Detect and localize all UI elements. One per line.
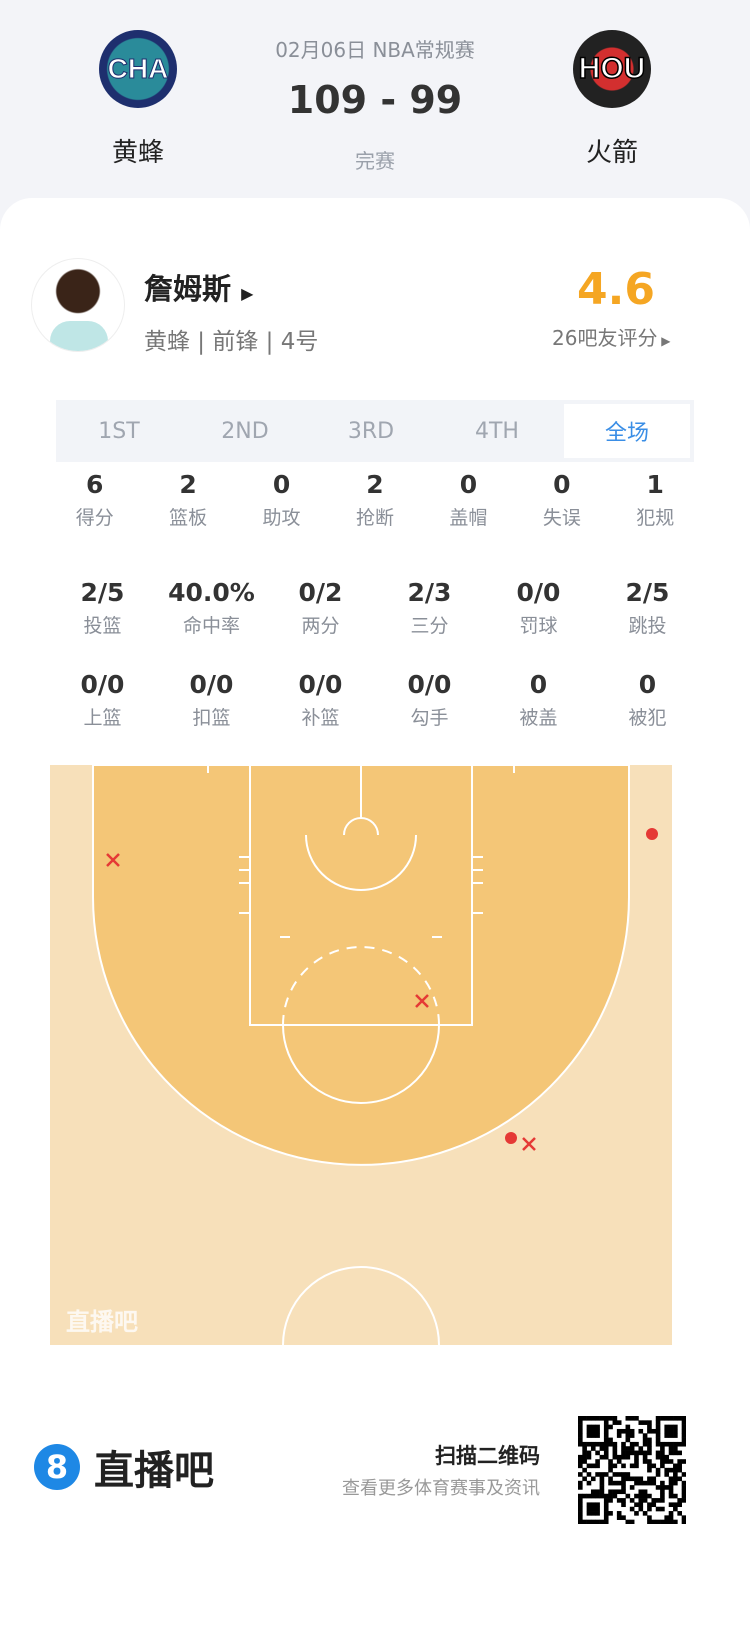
stat-cell: 0/0 上篮 — [48, 670, 157, 730]
qr-code — [578, 1416, 686, 1524]
stat-cell: 0/0 勾手 — [375, 670, 484, 730]
hou-team-logo[interactable]: HOU — [573, 30, 651, 108]
stat-cell: 40.0% 命中率 — [157, 578, 266, 638]
player-name-link[interactable]: 詹姆斯 ▶ — [144, 266, 253, 308]
stat-value: 0 — [529, 670, 548, 699]
stat-cell: 0/0 扣篮 — [157, 670, 266, 730]
stat-value: 0/0 — [80, 670, 125, 699]
shot-made — [505, 1132, 517, 1144]
away-abbr: HOU — [578, 51, 646, 86]
stat-label: 被盖 — [519, 707, 558, 729]
scan-qr-sub: 查看更多体育赛事及资讯 — [342, 1478, 540, 1499]
stats-row: 0/0 上篮 0/0 扣篮 0/0 补篮 0/0 勾手 0 被盖 0 被犯 — [48, 670, 702, 730]
shot-chart: 直播吧 — [50, 765, 672, 1345]
stat-value: 2/3 — [407, 578, 452, 607]
stat-value: 0 — [553, 470, 571, 499]
tab-2nd[interactable]: 2ND — [221, 418, 269, 444]
stat-cell: 0 失误 — [515, 470, 608, 530]
stat-value: 0/0 — [298, 670, 343, 699]
scan-qr-title: 扫描二维码 — [435, 1444, 540, 1468]
stat-label: 命中率 — [182, 615, 240, 637]
stat-cell: 2/5 投篮 — [48, 578, 157, 638]
stat-label: 跳投 — [628, 615, 667, 637]
stat-cell: 0/2 两分 — [266, 578, 375, 638]
stats-row: 2/5 投篮 40.0% 命中率 0/2 两分 2/3 三分 0/0 罚球 2/5 跳投 — [48, 578, 702, 638]
stat-label: 助攻 — [262, 507, 301, 529]
stat-label: 篮板 — [169, 507, 208, 529]
brand-name: 直播吧 — [94, 1448, 214, 1494]
stat-value: 2/5 — [625, 578, 670, 607]
stat-value: 2 — [366, 470, 384, 499]
stat-label: 被犯 — [628, 707, 667, 729]
player-rating: 4.6 — [577, 264, 655, 315]
match-status: 完赛 — [355, 149, 395, 173]
home-team-name[interactable]: 黄蜂 — [111, 138, 164, 168]
stat-cell: 2 抢断 — [328, 470, 421, 530]
stat-value: 40.0% — [168, 578, 255, 607]
shot-made — [646, 828, 658, 840]
period-tabs: 1ST 2ND 3RD 4TH 全场 — [56, 400, 694, 462]
brand-8-icon: 8 — [34, 1444, 80, 1490]
stat-label: 上篮 — [83, 707, 122, 729]
caret-right-icon: ▶ — [241, 284, 254, 303]
stat-value: 0/0 — [516, 578, 561, 607]
rating-label: 26吧友评分 — [552, 326, 658, 350]
cha-team-logo[interactable]: CHA — [99, 30, 177, 108]
player-info: 黄蜂 | 前锋 | 4号 — [144, 329, 319, 355]
home-abbr: CHA — [107, 53, 169, 85]
stat-label: 盖帽 — [449, 507, 488, 529]
tab-3rd[interactable]: 3RD — [347, 418, 395, 444]
player-name: 詹姆斯 — [144, 272, 232, 306]
score: 109 - 99 — [287, 78, 463, 122]
caret-right-icon: ▶ — [657, 334, 671, 348]
stat-cell: 2/3 三分 — [375, 578, 484, 638]
rating-link[interactable]: 26吧友评分 ▶ — [552, 322, 671, 351]
stat-cell: 0 盖帽 — [422, 470, 515, 530]
stat-value: 0/0 — [407, 670, 452, 699]
three-point-area — [92, 765, 630, 1166]
player-avatar[interactable] — [31, 258, 125, 352]
match-info: 02月06日 NBA常规赛 — [275, 38, 475, 62]
stat-label: 扣篮 — [192, 707, 231, 729]
stat-value: 0/0 — [189, 670, 234, 699]
stat-value: 1 — [646, 470, 664, 499]
stat-cell: 0 被犯 — [593, 670, 702, 730]
tab-full-game[interactable]: 全场 — [564, 404, 690, 458]
stat-cell: 0 被盖 — [484, 670, 593, 730]
stat-label: 得分 — [75, 507, 114, 529]
stat-cell: 0 助攻 — [235, 470, 328, 530]
stat-value: 0 — [272, 470, 291, 499]
stat-label: 罚球 — [519, 615, 558, 637]
watermark: 直播吧 — [66, 1308, 138, 1336]
stat-label: 抢断 — [355, 507, 394, 529]
shot-missed — [106, 853, 120, 867]
tab-4th[interactable]: 4TH — [475, 418, 519, 444]
stat-value: 0 — [459, 470, 478, 499]
tab-1st[interactable]: 1ST — [98, 418, 140, 444]
stat-value: 6 — [86, 470, 104, 499]
stat-cell: 0/0 罚球 — [484, 578, 593, 638]
stat-label: 失误 — [542, 507, 581, 529]
stat-cell: 0/0 补篮 — [266, 670, 375, 730]
stat-label: 投篮 — [83, 615, 122, 637]
away-team-name[interactable]: 火箭 — [585, 138, 638, 168]
stat-cell: 6 得分 — [48, 470, 141, 530]
shot-missed — [522, 1137, 536, 1151]
stat-label: 补篮 — [301, 707, 340, 729]
shot-missed — [415, 994, 429, 1008]
stat-cell: 1 犯规 — [609, 470, 702, 530]
stat-label: 两分 — [301, 615, 340, 637]
stat-label: 勾手 — [410, 707, 449, 729]
stat-label: 犯规 — [636, 507, 675, 529]
stat-value: 2 — [179, 470, 197, 499]
stat-value: 2/5 — [80, 578, 125, 607]
stat-cell: 2 篮板 — [141, 470, 234, 530]
stat-cell: 2/5 跳投 — [593, 578, 702, 638]
stat-value: 0 — [638, 670, 657, 699]
stat-value: 0/2 — [298, 578, 343, 607]
stats-row: 6 得分 2 篮板 0 助攻 2 抢断 0 盖帽 0 失误 1 犯规 — [48, 470, 702, 530]
stat-label: 三分 — [410, 615, 449, 637]
